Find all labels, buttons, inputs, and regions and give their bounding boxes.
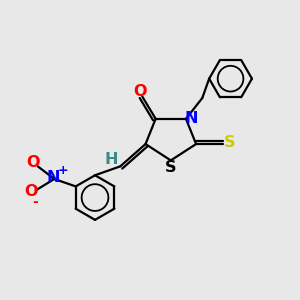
Text: S: S	[165, 160, 177, 175]
Text: N: N	[46, 170, 60, 185]
Text: N: N	[184, 111, 198, 126]
Text: O: O	[26, 155, 39, 170]
Text: S: S	[224, 135, 235, 150]
Text: O: O	[133, 84, 147, 99]
Text: -: -	[32, 195, 38, 208]
Text: +: +	[58, 164, 68, 177]
Text: O: O	[24, 184, 37, 199]
Text: H: H	[104, 152, 118, 167]
